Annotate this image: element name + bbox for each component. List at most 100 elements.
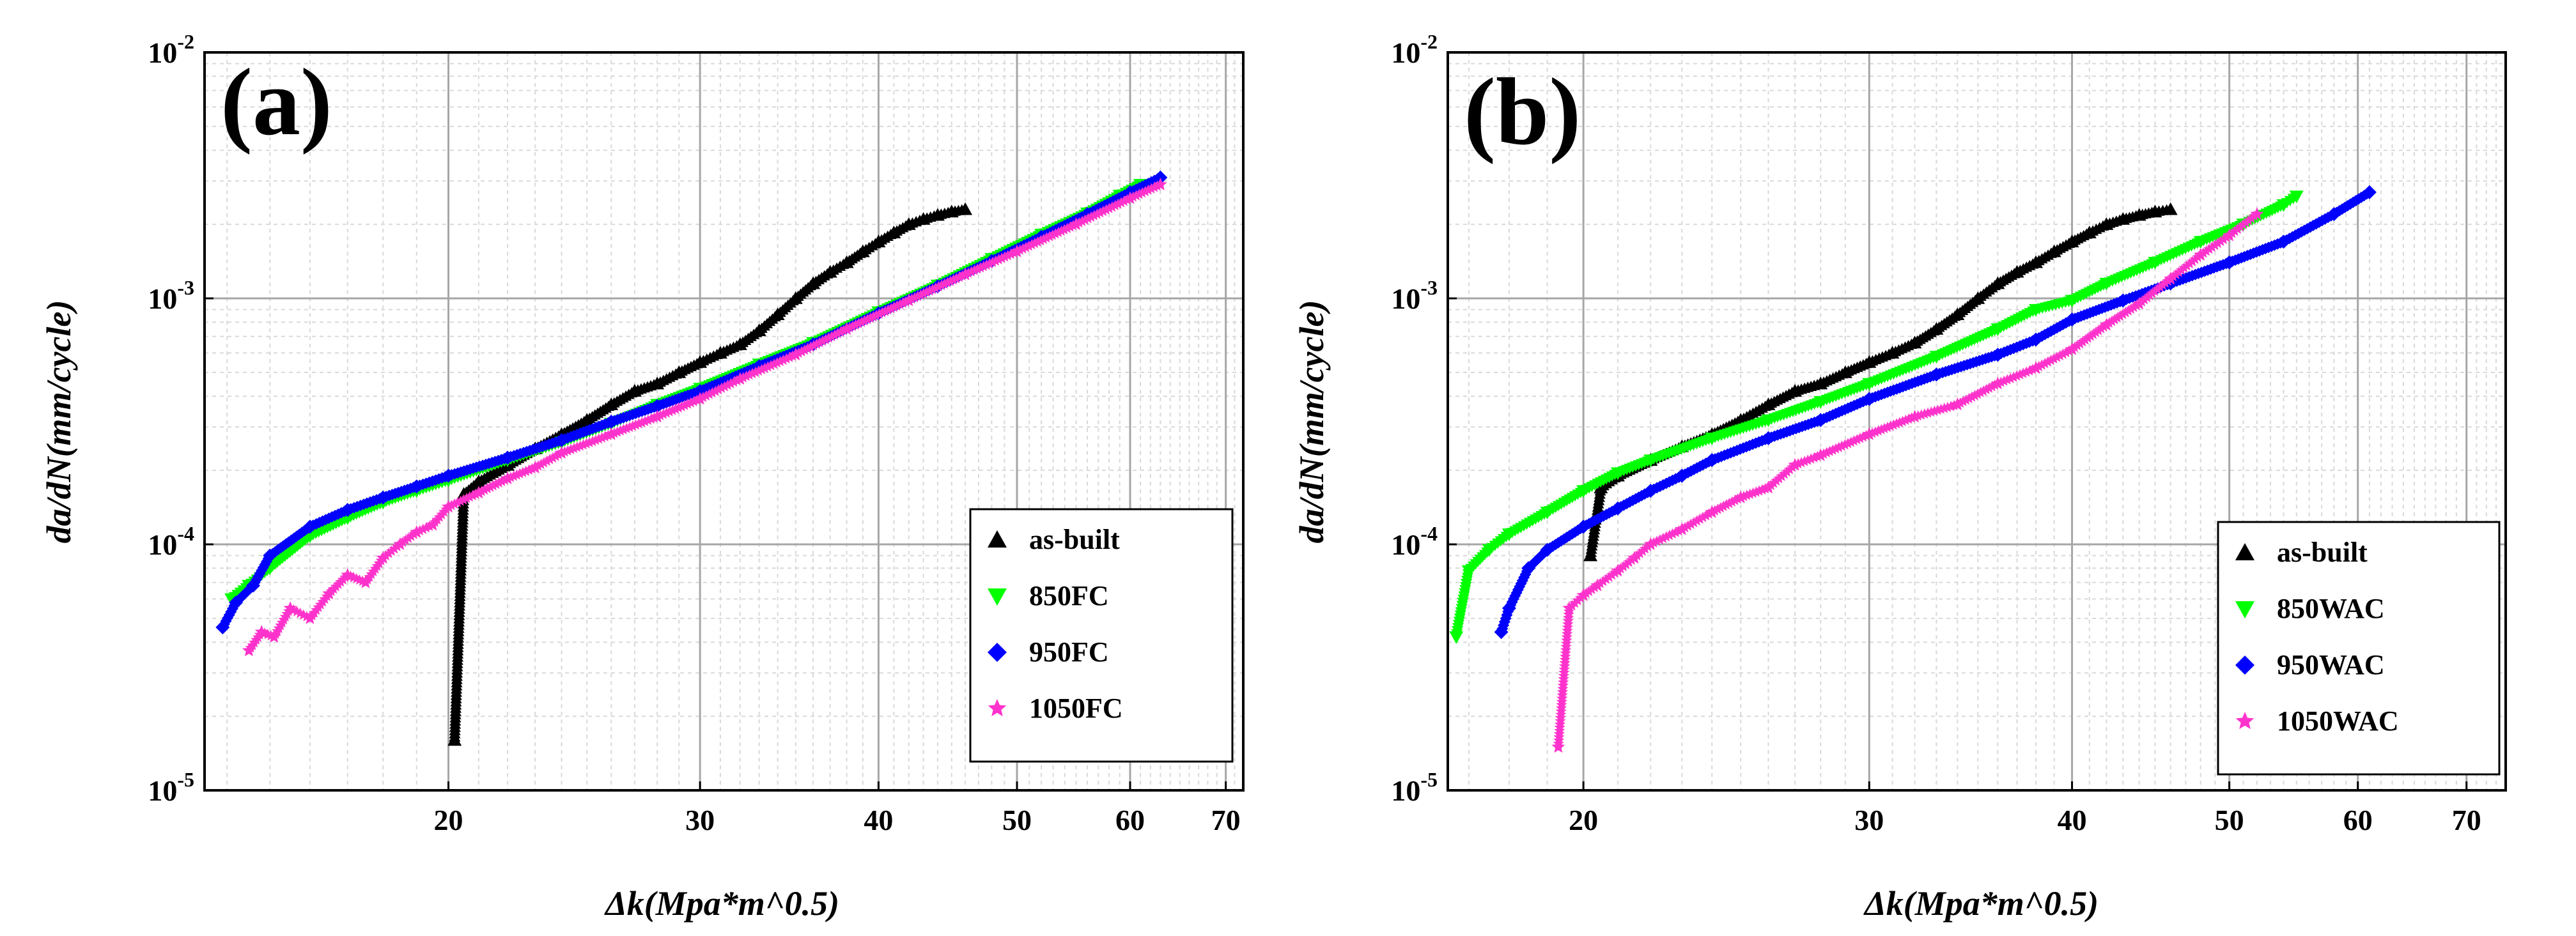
data-point bbox=[1734, 490, 1748, 503]
data-point-trace bbox=[1100, 204, 1112, 215]
data-point-trace bbox=[2201, 245, 2212, 256]
data-point-trace bbox=[1955, 397, 1966, 408]
data-point bbox=[1675, 522, 1689, 535]
data-point-trace bbox=[993, 254, 1004, 265]
data-point-trace bbox=[775, 355, 786, 367]
series-950WAC bbox=[1494, 185, 2377, 640]
data-point-trace bbox=[1986, 381, 1998, 392]
data-point bbox=[1705, 505, 1719, 518]
data-point-trace bbox=[927, 284, 938, 295]
series-1050FC bbox=[242, 178, 1167, 657]
data-point bbox=[1643, 537, 1657, 550]
data-point-trace bbox=[514, 468, 525, 479]
data-point-trace bbox=[538, 457, 550, 468]
data-point-trace bbox=[2120, 307, 2131, 318]
data-point-trace bbox=[996, 252, 1007, 263]
data-point-trace bbox=[740, 371, 752, 381]
data-point bbox=[958, 267, 972, 280]
data-point-trace bbox=[630, 419, 642, 430]
data-point-trace bbox=[882, 304, 894, 315]
y-tick-label: 10-4 bbox=[148, 522, 194, 561]
data-point-trace bbox=[891, 300, 903, 311]
data-point-trace bbox=[639, 415, 651, 426]
data-point-trace bbox=[1651, 535, 1663, 546]
legend-marker bbox=[2235, 712, 2254, 730]
data-point-trace bbox=[1833, 441, 1845, 452]
data-point-trace bbox=[424, 520, 435, 532]
data-point-trace bbox=[921, 286, 933, 297]
data-point-trace bbox=[1029, 237, 1041, 249]
data-point-trace bbox=[1796, 457, 1807, 468]
chart-panel-b: 20 30 40 50 60 70 10-5 10-4 10-3 10-2 (b) Δk(Mpa… bbox=[1292, 30, 2507, 923]
data-point bbox=[2099, 318, 2113, 331]
data-point-trace bbox=[945, 275, 956, 286]
data-point-trace bbox=[1044, 231, 1055, 242]
data-point-trace bbox=[1882, 421, 1893, 433]
data-point-trace bbox=[1830, 443, 1842, 454]
legend-label: as-built bbox=[1029, 524, 1120, 555]
data-point-trace bbox=[1631, 549, 1643, 561]
data-point-trace bbox=[2246, 212, 2257, 224]
data-point-trace bbox=[565, 443, 577, 454]
data-point-trace bbox=[1073, 217, 1085, 228]
legend-marker bbox=[988, 588, 1007, 606]
data-point-trace bbox=[759, 362, 770, 373]
data-point-trace bbox=[1721, 499, 1732, 510]
data-point-trace bbox=[1047, 229, 1059, 240]
data-point-trace bbox=[2039, 358, 2051, 369]
data-point-trace bbox=[1620, 558, 1632, 569]
data-point-trace bbox=[1845, 436, 1857, 447]
data-point bbox=[2029, 361, 2043, 374]
data-point-trace bbox=[738, 372, 749, 383]
data-point-trace bbox=[405, 530, 417, 541]
series-850WAC bbox=[1449, 190, 2304, 645]
y-tick-label: 10-4 bbox=[1391, 522, 1438, 561]
data-point bbox=[840, 322, 854, 335]
data-point-trace bbox=[2209, 240, 2221, 250]
x-tick-label: 20 bbox=[1569, 804, 1598, 836]
data-point-trace bbox=[1726, 496, 1738, 507]
data-point-trace bbox=[826, 330, 837, 342]
data-point-trace bbox=[2184, 257, 2196, 269]
data-point-trace bbox=[2082, 332, 2093, 343]
data-point-trace bbox=[1808, 452, 1820, 463]
data-point-trace bbox=[485, 481, 496, 492]
data-point-trace bbox=[580, 438, 592, 449]
data-point-trace bbox=[722, 379, 734, 390]
data-point-trace bbox=[1963, 392, 1975, 404]
data-point bbox=[1123, 191, 1137, 204]
data-point-trace bbox=[1821, 447, 1833, 457]
data-point-trace bbox=[636, 417, 648, 427]
data-point-trace bbox=[380, 549, 392, 561]
data-point-trace bbox=[1784, 464, 1796, 475]
data-point-trace bbox=[984, 257, 995, 268]
plot-frame bbox=[1447, 51, 2507, 792]
data-point-trace bbox=[544, 454, 555, 464]
data-point-trace bbox=[624, 421, 635, 433]
data-point-trace bbox=[1928, 405, 1940, 416]
data-point-trace bbox=[731, 374, 743, 385]
legend-box bbox=[969, 508, 1234, 763]
data-point-trace bbox=[999, 251, 1011, 262]
data-point-trace bbox=[1601, 573, 1612, 584]
data-point-trace bbox=[1026, 239, 1037, 250]
data-point bbox=[1562, 601, 1576, 614]
data-point-trace bbox=[2181, 260, 2192, 271]
data-point-trace bbox=[1014, 244, 1026, 255]
data-point-trace bbox=[2170, 268, 2182, 279]
data-point-trace bbox=[1041, 232, 1052, 243]
legend-marker bbox=[988, 699, 1007, 717]
legend-box bbox=[2217, 521, 2501, 776]
data-point-trace bbox=[2243, 215, 2254, 226]
data-point-trace bbox=[1851, 434, 1863, 445]
data-point-trace bbox=[559, 446, 570, 457]
data-point-trace bbox=[856, 316, 867, 327]
data-point bbox=[789, 348, 803, 361]
x-tick-label: 30 bbox=[685, 804, 715, 836]
y-tick-label: 10-2 bbox=[148, 30, 194, 69]
data-point-trace bbox=[2237, 219, 2249, 230]
data-point-trace bbox=[1827, 444, 1838, 455]
data-point-trace bbox=[2033, 360, 2045, 372]
y-axis-label: da/dN(mm/cycle) bbox=[1292, 300, 1331, 544]
